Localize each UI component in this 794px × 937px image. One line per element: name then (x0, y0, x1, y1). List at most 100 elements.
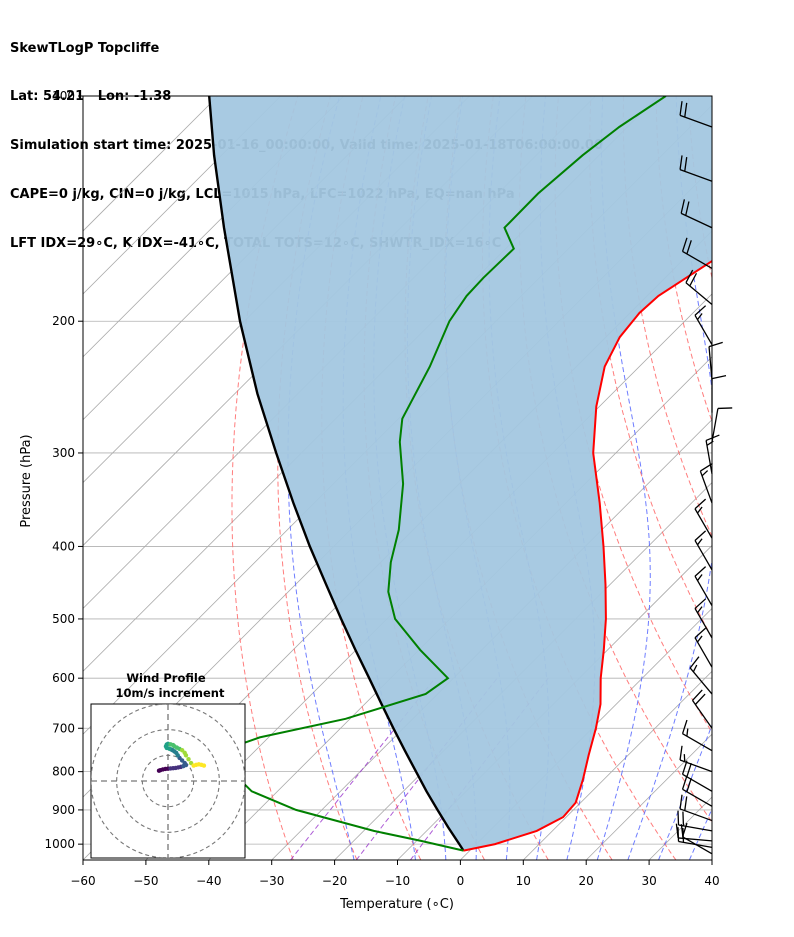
wind-barb-feather (696, 574, 703, 581)
wind-barb-staff (682, 733, 713, 752)
wind-barb (694, 498, 713, 539)
wind-barb (681, 719, 713, 752)
wind-barb-staff (705, 440, 713, 475)
wind-barb (705, 434, 720, 475)
hodograph-point (201, 763, 207, 768)
wind-barb (681, 760, 713, 792)
wind-barb-feather (684, 796, 688, 811)
hodograph-plot (91, 704, 245, 858)
wind-barb-feather (701, 470, 709, 477)
wind-barb-feather (700, 462, 713, 472)
cape-cin-shading (209, 96, 712, 851)
y-tick-label: 100 (52, 89, 75, 103)
wind-barb (675, 823, 713, 842)
cin-area (209, 96, 712, 851)
wind-barb (694, 305, 713, 346)
wind-barb-staff (694, 314, 713, 346)
x-tick-label: −30 (259, 874, 284, 888)
wind-barb (711, 375, 727, 413)
wind-barb-feather (694, 498, 707, 510)
wind-barb (681, 822, 713, 855)
wind-barb (680, 199, 713, 229)
hodograph-point (183, 753, 189, 758)
y-tick-label: 500 (52, 612, 75, 626)
wind-barb-feather (684, 102, 688, 118)
isotherm-line (711, 859, 712, 860)
wind-barb-staff (680, 212, 713, 229)
wind-barb-staff (694, 575, 713, 606)
dry-adiabat-line (231, 96, 299, 860)
wind-barb-staff (682, 836, 713, 855)
wind-barb (679, 794, 713, 822)
isotherm-line (523, 670, 712, 860)
wind-barb-staff (679, 808, 713, 822)
wind-barb-feather (686, 763, 692, 778)
hodograph-point (186, 756, 191, 762)
wind-barb-feather (705, 434, 720, 442)
wind-barb-feather (677, 810, 680, 826)
wind-barb (679, 155, 713, 182)
wind-barb (679, 745, 713, 773)
hodograph-subtitle: 10m/s increment (116, 686, 225, 700)
dry-adiabat-line (721, 96, 794, 860)
wind-barb-staff (694, 540, 713, 571)
x-tick-label: −10 (385, 874, 410, 888)
x-axis-label: Temperature (∘C) (339, 897, 454, 912)
wind-barb-feather (681, 760, 688, 775)
wind-barb-staff (694, 637, 713, 668)
wind-barb-feather (685, 269, 694, 283)
x-tick-label: −50 (133, 874, 158, 888)
wind-barb-feather (685, 201, 690, 216)
axes: −60 −50 −40 −30 −20 −10 0 10 20 30 40 100 200 300 400 5… (44, 89, 719, 888)
wind-barb-feather (708, 341, 723, 348)
wind-barb-feather (694, 305, 707, 316)
wind-barb-staff (694, 508, 713, 539)
wind-barb-feather (679, 745, 683, 761)
wind-barb (694, 566, 713, 606)
wind-barb-feather (694, 693, 706, 705)
y-tick-label: 900 (52, 803, 75, 817)
wind-barb-feather (686, 777, 692, 792)
wind-barb-feather (679, 155, 683, 170)
dry-adiabat-line (589, 96, 712, 639)
wind-barb-staff (679, 759, 713, 773)
wind-barb-staff (691, 700, 713, 729)
wind-barb-feather (677, 827, 680, 842)
wind-barb-staff (699, 470, 713, 504)
x-tick-label: −60 (70, 874, 95, 888)
x-tick-label: −40 (196, 874, 221, 888)
hodograph-title: Wind Profile (126, 671, 206, 685)
y-tick-label: 400 (52, 539, 75, 553)
wind-barb (699, 462, 713, 504)
wind-barb-feather (696, 313, 703, 320)
wind-barb-feather (686, 728, 689, 737)
x-tick-label: 20 (579, 874, 594, 888)
wind-barb-feather (682, 811, 685, 826)
x-tick-label: 40 (704, 874, 719, 888)
hodograph-inset (90, 703, 246, 859)
parcel-profile-line (208, 96, 465, 852)
wind-barb-feather (692, 664, 698, 673)
wind-barb-feather (686, 240, 692, 255)
moist-adiabat-line (287, 96, 355, 860)
wind-barb (677, 810, 713, 832)
wind-barb-feather (717, 407, 733, 410)
wind-barb-feather (689, 272, 698, 287)
y-tick-label: 800 (52, 765, 75, 779)
x-tick-label: 0 (457, 874, 465, 888)
wind-barb-staff (685, 282, 713, 306)
wind-barb (681, 775, 713, 807)
x-tick-label: 10 (516, 874, 531, 888)
wind-barb (694, 627, 713, 668)
wind-barb-feather (694, 627, 707, 639)
wind-barb (691, 689, 713, 729)
wind-barb-feather (680, 199, 686, 214)
wind-barb-feather (696, 506, 703, 514)
wind-barb-staff (678, 824, 713, 832)
wind-barb-feather (681, 775, 688, 790)
y-tick-label: 600 (52, 671, 75, 685)
wind-barb-feather (696, 606, 703, 614)
wind-barb (694, 530, 713, 571)
wind-barbs (675, 101, 733, 855)
